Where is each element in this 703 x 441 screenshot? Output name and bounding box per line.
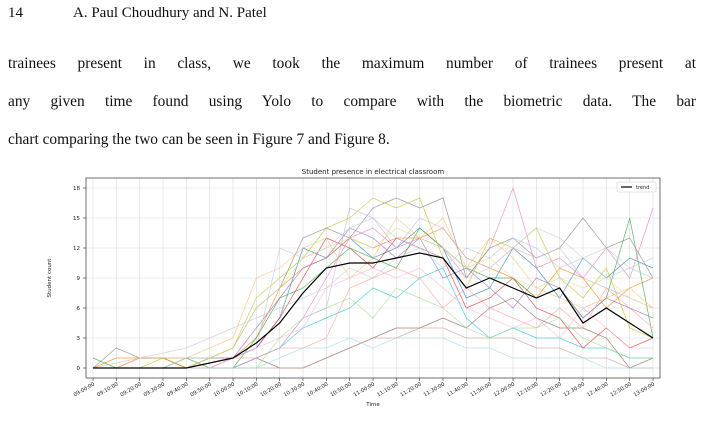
figure: Student presence in electrical classroom… [0,165,703,415]
x-tick-label: 09:30:00 [143,382,166,399]
paragraph-line: trainees present in class, we took the m… [8,55,696,72]
x-tick-label: 12:20:00 [539,382,562,399]
x-tick-label: 12:00:00 [493,382,516,399]
trend-line [93,252,654,369]
page-number: 14 [8,5,23,21]
x-tick-label: 10:40:00 [306,382,329,399]
series-line [92,227,654,369]
x-tick-label: 10:50:00 [329,382,352,399]
page-header: 14 A. Paul Choudhury and N. Patel [8,5,267,22]
x-tick-label: 12:50:00 [609,382,632,399]
x-tick-label: 10:10:00 [236,382,259,399]
chart-title: Student presence in electrical classroom [302,168,445,176]
series-line [93,217,654,369]
y-axis-label: Student count [47,258,53,298]
x-tick-label: 10:00:00 [213,382,236,399]
y-tick-label: 6 [77,306,81,312]
x-tick-label: 09:40:00 [166,382,189,399]
y-tick-label: 12 [73,246,80,252]
x-tick-label: 11:00:00 [353,382,376,399]
plot-frame [85,177,661,379]
authors: A. Paul Choudhury and N. Patel [73,5,267,21]
x-tick-label: 11:40:00 [446,382,469,399]
x-tick-label: 09:20:00 [119,382,142,399]
x-tick-label: 11:50:00 [469,382,492,399]
x-tick-label: 09:10:00 [96,382,119,399]
x-axis-label: Time [365,402,380,408]
body-paragraph: trainees present in class, we took the m… [8,54,696,149]
x-tick-label: 12:10:00 [516,382,539,399]
x-tick-label: 10:30:00 [283,382,306,399]
y-tick-label: 15 [73,216,80,222]
legend-box [616,181,657,193]
x-tick-label: 13:00:00 [633,382,656,399]
paragraph-line: any given time found using Yolo to compa… [8,93,696,110]
x-tick-label: 11:30:00 [423,382,446,399]
line-chart: Student presence in electrical classroom… [47,168,661,408]
x-tick-label: 12:40:00 [586,382,609,399]
x-tick-label: 11:10:00 [376,382,399,399]
y-tick-label: 9 [77,276,81,282]
x-tick-label: 10:20:00 [259,382,282,399]
x-tick-label: 11:20:00 [399,382,422,399]
x-tick-label: 09:50:00 [189,382,212,399]
y-tick-label: 18 [73,186,80,192]
x-tick-label: 09:00:00 [73,382,96,399]
legend-trend-label: trend [636,185,649,191]
x-tick-label: 12:30:00 [563,382,586,399]
y-tick-label: 3 [77,336,81,342]
paragraph-line: chart comparing the two can be seen in F… [8,131,390,148]
y-tick-label: 0 [77,366,81,372]
